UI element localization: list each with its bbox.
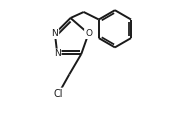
- Text: N: N: [54, 49, 61, 59]
- Text: Cl: Cl: [54, 89, 63, 99]
- Text: N: N: [52, 29, 58, 38]
- Text: O: O: [85, 29, 92, 38]
